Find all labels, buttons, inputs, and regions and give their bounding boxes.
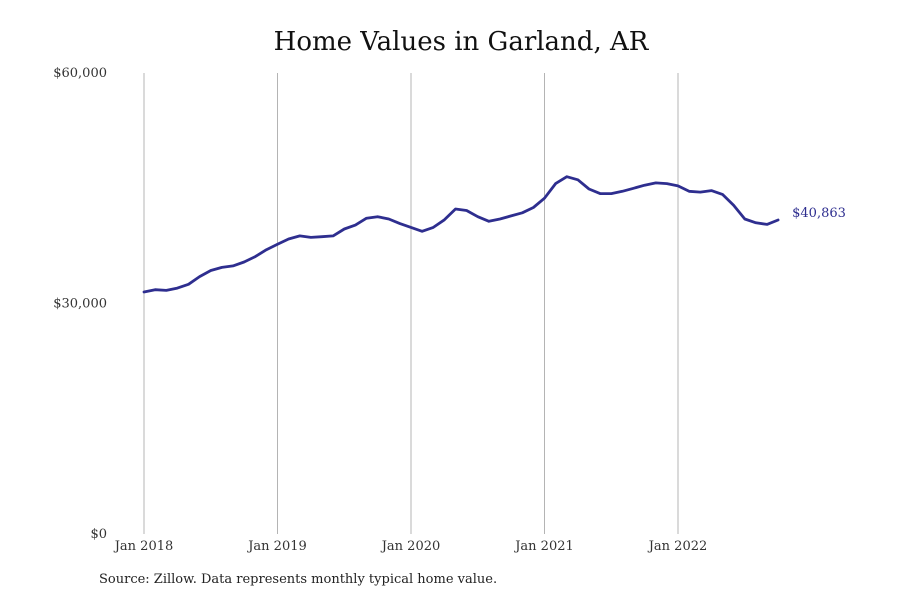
x-tick-label: Jan 2022 — [647, 539, 708, 554]
vertical-grid-lines — [143, 73, 679, 534]
source-note: Source: Zillow. Data represents monthly … — [99, 572, 498, 587]
x-tick-label: Jan 2019 — [246, 539, 307, 554]
chart-title: Home Values in Garland, AR — [273, 27, 649, 57]
x-tick-label: Jan 2018 — [113, 539, 174, 554]
y-tick-label: $30,000 — [53, 297, 107, 312]
x-axis-tick-labels: Jan 2018 Jan 2019 Jan 2020 Jan 2021 Jan 2022 — [113, 539, 708, 554]
y-axis-tick-labels: $0 $30,000 $60,000 — [53, 66, 107, 542]
last-value-label: $40,863 — [792, 206, 846, 221]
x-tick-label: Jan 2021 — [513, 539, 574, 554]
series-line — [142, 175, 780, 294]
x-tick-label: Jan 2020 — [380, 539, 441, 554]
y-tick-label: $60,000 — [53, 66, 107, 81]
y-tick-label: $0 — [90, 527, 107, 542]
